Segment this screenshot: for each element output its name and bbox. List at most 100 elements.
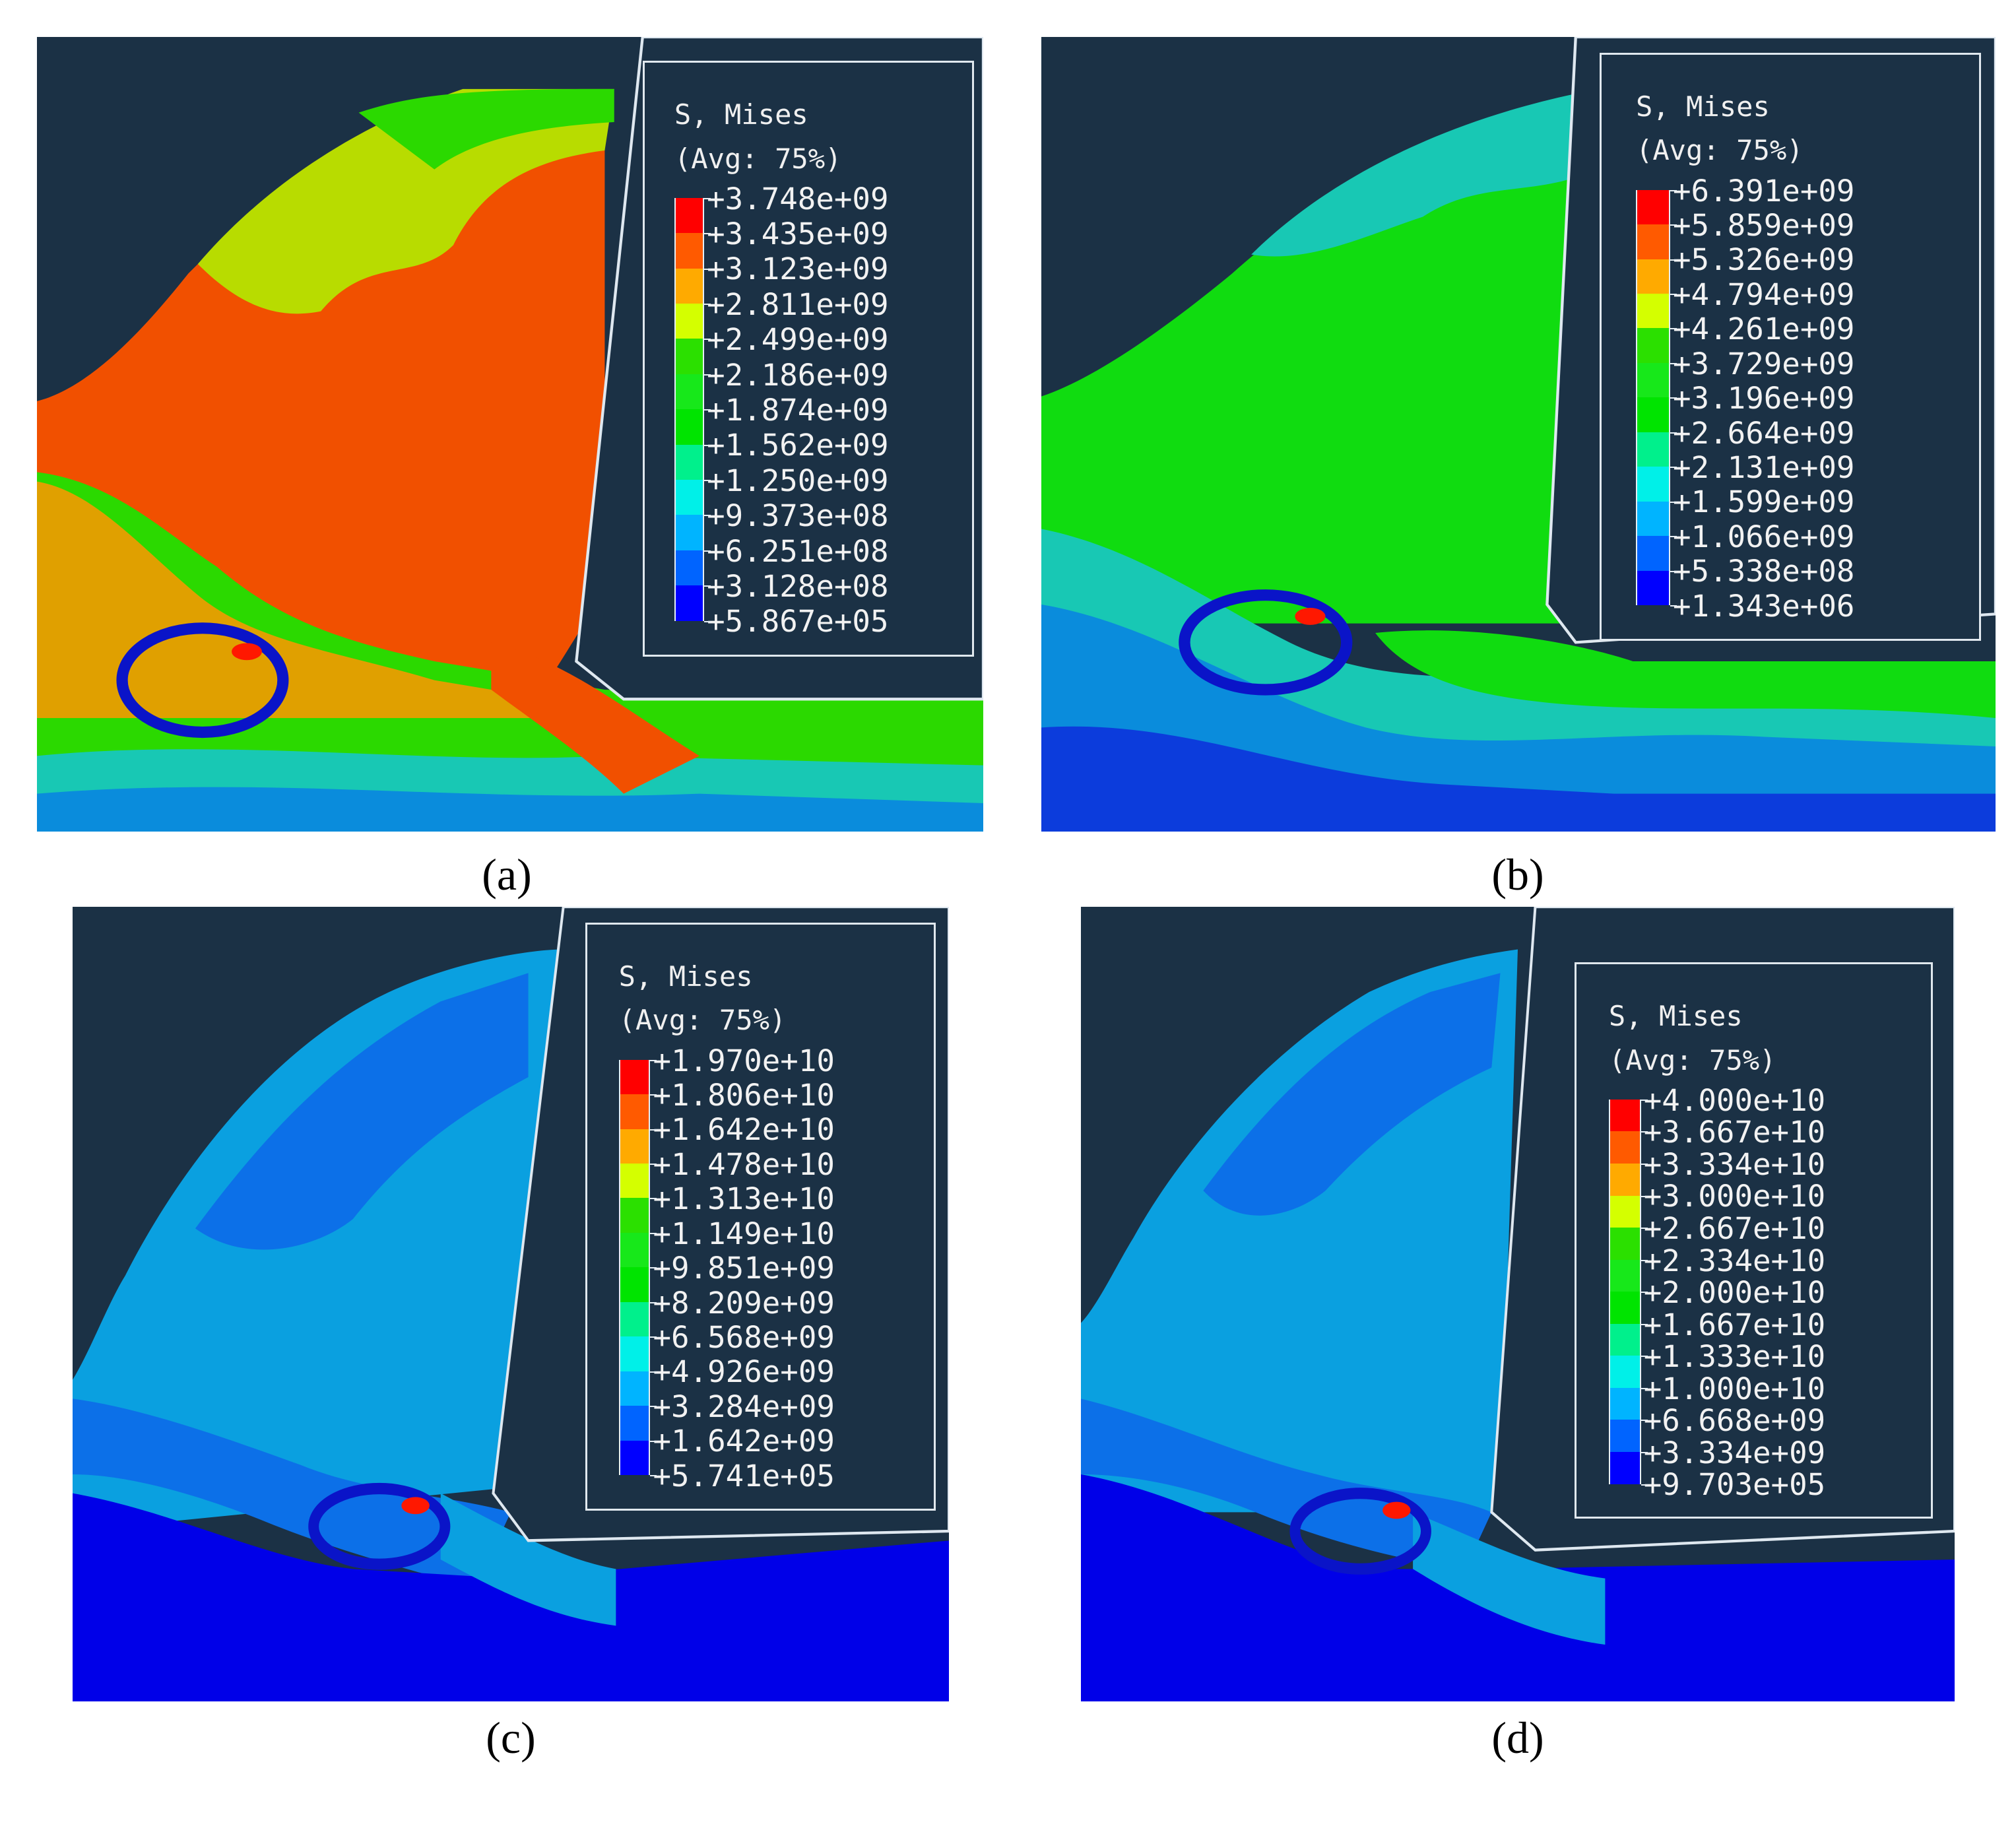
legend-value: +3.334e+09 bbox=[1643, 1435, 1826, 1470]
legend-a: S, Mises (Avg: 75%) +3.748e+09 +3.435e+09 +3… bbox=[642, 61, 974, 657]
legend-swatch bbox=[1608, 1387, 1641, 1420]
legend-tick bbox=[1670, 605, 1677, 607]
legend-title: S, Mises bbox=[618, 960, 753, 993]
legend-tick bbox=[1641, 1420, 1648, 1422]
legend-title: S, Mises bbox=[674, 98, 808, 131]
legend-swatch bbox=[1635, 362, 1670, 398]
legend-swatch bbox=[1608, 1195, 1641, 1228]
legend-tick bbox=[704, 515, 711, 517]
legend-swatch bbox=[1608, 1164, 1641, 1196]
legend-value: +3.000e+10 bbox=[1643, 1179, 1826, 1214]
stress-hotspot bbox=[401, 1497, 430, 1515]
legend-tick bbox=[704, 233, 711, 235]
stress-field bbox=[37, 88, 983, 832]
legend-tick bbox=[1670, 570, 1677, 572]
stress-region bbox=[73, 1493, 949, 1701]
legend-value: +6.251e+08 bbox=[707, 533, 889, 569]
stress-region bbox=[37, 472, 983, 832]
legend-tick bbox=[650, 1474, 657, 1476]
stress-hotspot bbox=[1382, 1501, 1411, 1519]
legend-tick bbox=[1670, 467, 1677, 469]
stress-region bbox=[1413, 1512, 1606, 1645]
legend-swatch bbox=[1635, 536, 1670, 571]
legend-value: +1.806e+10 bbox=[653, 1078, 835, 1113]
panel-c: S, Mises (Avg: 75%) +1.970e+10 +1.806e+10 +1… bbox=[73, 907, 949, 1701]
legend-value: +4.926e+09 bbox=[653, 1354, 835, 1390]
legend-swatch bbox=[1608, 1131, 1641, 1164]
legend-tick bbox=[650, 1267, 657, 1269]
legend-swatch bbox=[618, 1232, 651, 1268]
legend-value: +1.149e+10 bbox=[653, 1216, 835, 1251]
highlight-ring bbox=[1289, 1488, 1431, 1575]
legend-tick bbox=[1641, 1131, 1648, 1133]
legend-value: +1.333e+10 bbox=[1643, 1339, 1826, 1375]
legend-tick bbox=[650, 1406, 657, 1408]
legend-tick bbox=[1670, 294, 1677, 296]
legend-value: +2.000e+10 bbox=[1643, 1275, 1826, 1311]
legend-value: +9.851e+09 bbox=[653, 1251, 835, 1286]
legend-swatch bbox=[618, 1129, 651, 1164]
legend-tick bbox=[1670, 328, 1677, 330]
legend-value: +1.667e+10 bbox=[1643, 1307, 1826, 1342]
legend-swatch bbox=[1635, 294, 1670, 329]
legend-tick bbox=[650, 1440, 657, 1442]
panel-d: S, Mises (Avg: 75%) +4.000e+10 +3.667e+10 +3… bbox=[1081, 907, 1955, 1701]
caption-c: (c) bbox=[486, 1713, 536, 1763]
legend-swatch bbox=[1635, 501, 1670, 537]
legend-tick bbox=[1641, 1259, 1648, 1261]
legend-value: +1.000e+10 bbox=[1643, 1371, 1826, 1406]
legend-value: +2.186e+09 bbox=[707, 357, 889, 393]
legend-swatch bbox=[1635, 189, 1670, 225]
legend-d: S, Mises (Avg: 75%) +4.000e+10 +3.667e+10 +3… bbox=[1575, 962, 1933, 1519]
legend-swatch bbox=[674, 444, 705, 480]
legend-value: +3.128e+08 bbox=[707, 569, 889, 605]
legend-value: +1.562e+09 bbox=[707, 428, 889, 463]
caption-a: (a) bbox=[482, 849, 532, 900]
legend-value: +1.066e+09 bbox=[1673, 519, 1855, 554]
legend-swatch bbox=[674, 515, 705, 550]
legend-swatch bbox=[1635, 259, 1670, 294]
legend-swatch bbox=[674, 197, 705, 234]
legend-swatch bbox=[1608, 1259, 1641, 1292]
legend-value: +5.867e+05 bbox=[707, 604, 889, 640]
legend-tick bbox=[1641, 1164, 1648, 1166]
legend-value: +6.668e+09 bbox=[1643, 1403, 1826, 1439]
legend-value: +1.478e+10 bbox=[653, 1146, 835, 1182]
legend-value: +5.859e+09 bbox=[1673, 208, 1855, 244]
legend-value: +1.970e+10 bbox=[653, 1043, 835, 1078]
legend-value: +5.326e+09 bbox=[1673, 242, 1855, 278]
stress-region bbox=[73, 1398, 511, 1588]
legend-tick bbox=[1670, 432, 1677, 434]
legend-swatch bbox=[674, 585, 705, 621]
legend-value: +5.338e+08 bbox=[1673, 554, 1855, 589]
stress-region bbox=[491, 642, 699, 794]
legend-swatch bbox=[618, 1301, 651, 1337]
legend-value: +9.373e+08 bbox=[707, 498, 889, 534]
legend-value: +5.741e+05 bbox=[653, 1458, 835, 1494]
legend-tick bbox=[704, 444, 711, 446]
legend-tick bbox=[1641, 1099, 1648, 1101]
legend-swatch bbox=[1635, 397, 1670, 432]
legend-swatch bbox=[618, 1440, 651, 1475]
legend-tick bbox=[1670, 536, 1677, 538]
panel-a: S, Mises (Avg: 75%) +3.748e+09 +3.435e+09 +3… bbox=[37, 37, 983, 832]
legend-swatch bbox=[674, 339, 705, 374]
legend-swatch bbox=[1608, 1420, 1641, 1452]
legend-tick bbox=[704, 585, 711, 587]
stress-region bbox=[440, 1493, 616, 1626]
legend-tick bbox=[704, 374, 711, 376]
legend-value: +2.667e+10 bbox=[1643, 1210, 1826, 1246]
legend-value: +6.391e+09 bbox=[1673, 173, 1855, 209]
highlight-ring bbox=[116, 622, 289, 739]
stress-field bbox=[1081, 949, 1955, 1701]
caption-d: (d) bbox=[1491, 1713, 1544, 1763]
contour-plot-d bbox=[1081, 907, 1955, 1701]
legend-swatch bbox=[1608, 1099, 1641, 1132]
legend-value: +1.343e+06 bbox=[1673, 588, 1855, 624]
legend-swatch bbox=[674, 233, 705, 269]
legend-swatch bbox=[618, 1198, 651, 1233]
legend-tick bbox=[650, 1059, 657, 1061]
legend-title: S, Mises bbox=[1635, 90, 1770, 123]
legend-tick bbox=[704, 550, 711, 552]
legend-tick bbox=[1641, 1387, 1648, 1389]
